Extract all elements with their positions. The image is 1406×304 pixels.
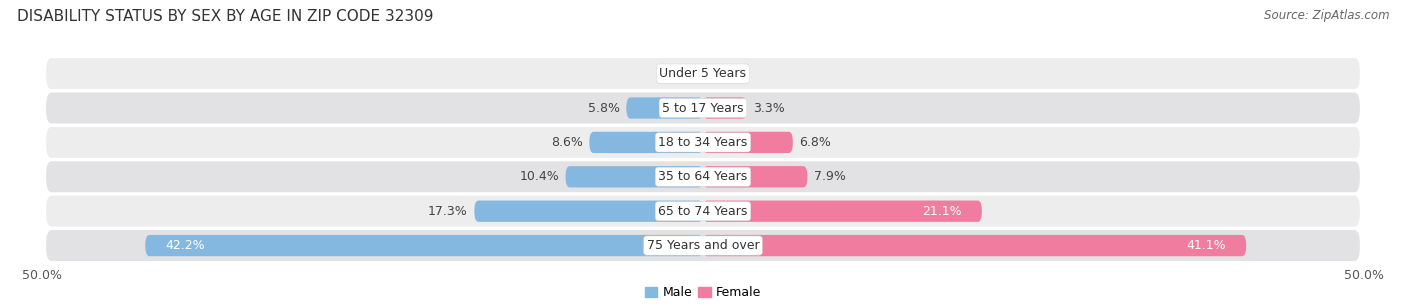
FancyBboxPatch shape <box>703 132 793 153</box>
Text: DISABILITY STATUS BY SEX BY AGE IN ZIP CODE 32309: DISABILITY STATUS BY SEX BY AGE IN ZIP C… <box>17 9 433 24</box>
FancyBboxPatch shape <box>145 235 703 256</box>
Text: 21.1%: 21.1% <box>922 205 962 218</box>
Text: 18 to 34 Years: 18 to 34 Years <box>658 136 748 149</box>
FancyBboxPatch shape <box>46 92 1360 123</box>
Text: Source: ZipAtlas.com: Source: ZipAtlas.com <box>1264 9 1389 22</box>
Text: 17.3%: 17.3% <box>427 205 468 218</box>
Text: 0.0%: 0.0% <box>710 67 741 80</box>
Text: 5 to 17 Years: 5 to 17 Years <box>662 102 744 115</box>
FancyBboxPatch shape <box>46 127 1360 158</box>
Legend: Male, Female: Male, Female <box>640 282 766 304</box>
FancyBboxPatch shape <box>626 97 703 119</box>
Text: 42.2%: 42.2% <box>165 239 205 252</box>
Text: 3.3%: 3.3% <box>754 102 785 115</box>
Text: Under 5 Years: Under 5 Years <box>659 67 747 80</box>
FancyBboxPatch shape <box>589 132 703 153</box>
FancyBboxPatch shape <box>703 201 981 222</box>
FancyBboxPatch shape <box>46 161 1360 192</box>
Text: 41.1%: 41.1% <box>1187 239 1226 252</box>
Text: 6.8%: 6.8% <box>800 136 831 149</box>
Text: 75 Years and over: 75 Years and over <box>647 239 759 252</box>
FancyBboxPatch shape <box>703 166 807 188</box>
FancyBboxPatch shape <box>46 230 1360 261</box>
Text: 65 to 74 Years: 65 to 74 Years <box>658 205 748 218</box>
Text: 0.0%: 0.0% <box>665 67 696 80</box>
Text: 5.8%: 5.8% <box>588 102 620 115</box>
FancyBboxPatch shape <box>565 166 703 188</box>
Text: 7.9%: 7.9% <box>814 170 846 183</box>
FancyBboxPatch shape <box>46 196 1360 227</box>
Text: 8.6%: 8.6% <box>551 136 582 149</box>
FancyBboxPatch shape <box>703 235 1246 256</box>
FancyBboxPatch shape <box>46 58 1360 89</box>
FancyBboxPatch shape <box>474 201 703 222</box>
Text: 10.4%: 10.4% <box>519 170 560 183</box>
Text: 35 to 64 Years: 35 to 64 Years <box>658 170 748 183</box>
FancyBboxPatch shape <box>703 97 747 119</box>
